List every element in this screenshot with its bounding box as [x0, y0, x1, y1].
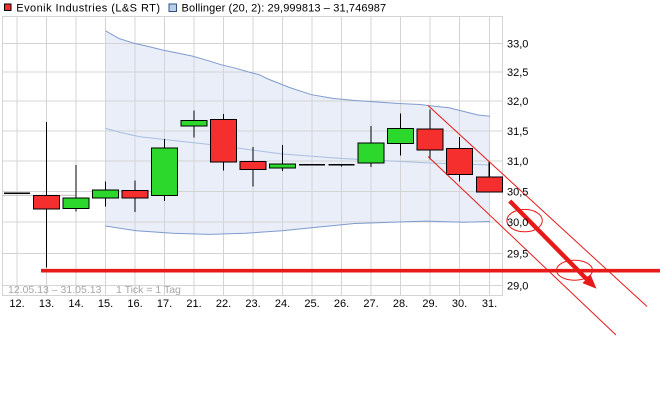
- svg-text:1 Tick = 1 Tag: 1 Tick = 1 Tag: [116, 284, 181, 296]
- svg-text:28.: 28.: [393, 298, 408, 310]
- svg-text:17.: 17.: [157, 298, 172, 310]
- svg-text:22.: 22.: [216, 298, 231, 310]
- svg-text:24.: 24.: [275, 298, 290, 310]
- svg-text:30,5: 30,5: [507, 187, 528, 199]
- svg-text:12.: 12.: [9, 298, 24, 310]
- svg-text:29.: 29.: [422, 298, 437, 310]
- svg-text:Evonik Industries (L&S RT): Evonik Industries (L&S RT): [16, 3, 160, 15]
- svg-text:31,5: 31,5: [507, 126, 528, 138]
- svg-text:29,0: 29,0: [507, 281, 528, 293]
- svg-text:31.: 31.: [482, 298, 497, 310]
- svg-text:Bollinger (20, 2): 29,999813 –: Bollinger (20, 2): 29,999813 – 31,746987: [182, 3, 387, 15]
- svg-text:30.: 30.: [452, 298, 467, 310]
- svg-text:29,5: 29,5: [507, 249, 528, 261]
- svg-text:30,0: 30,0: [507, 217, 528, 229]
- svg-text:12.05.13 – 31.05.13: 12.05.13 – 31.05.13: [8, 284, 102, 296]
- svg-text:25.: 25.: [304, 298, 319, 310]
- svg-text:15.: 15.: [98, 298, 113, 310]
- svg-text:23.: 23.: [245, 298, 260, 310]
- svg-text:13.: 13.: [39, 298, 54, 310]
- svg-text:21.: 21.: [186, 298, 201, 310]
- svg-text:27.: 27.: [363, 298, 378, 310]
- svg-text:33,0: 33,0: [507, 39, 528, 51]
- svg-text:14.: 14.: [68, 298, 83, 310]
- svg-text:32,5: 32,5: [507, 67, 528, 79]
- svg-text:32,0: 32,0: [507, 96, 528, 108]
- svg-text:26.: 26.: [334, 298, 349, 310]
- svg-text:16.: 16.: [127, 298, 142, 310]
- svg-text:31,0: 31,0: [507, 156, 528, 168]
